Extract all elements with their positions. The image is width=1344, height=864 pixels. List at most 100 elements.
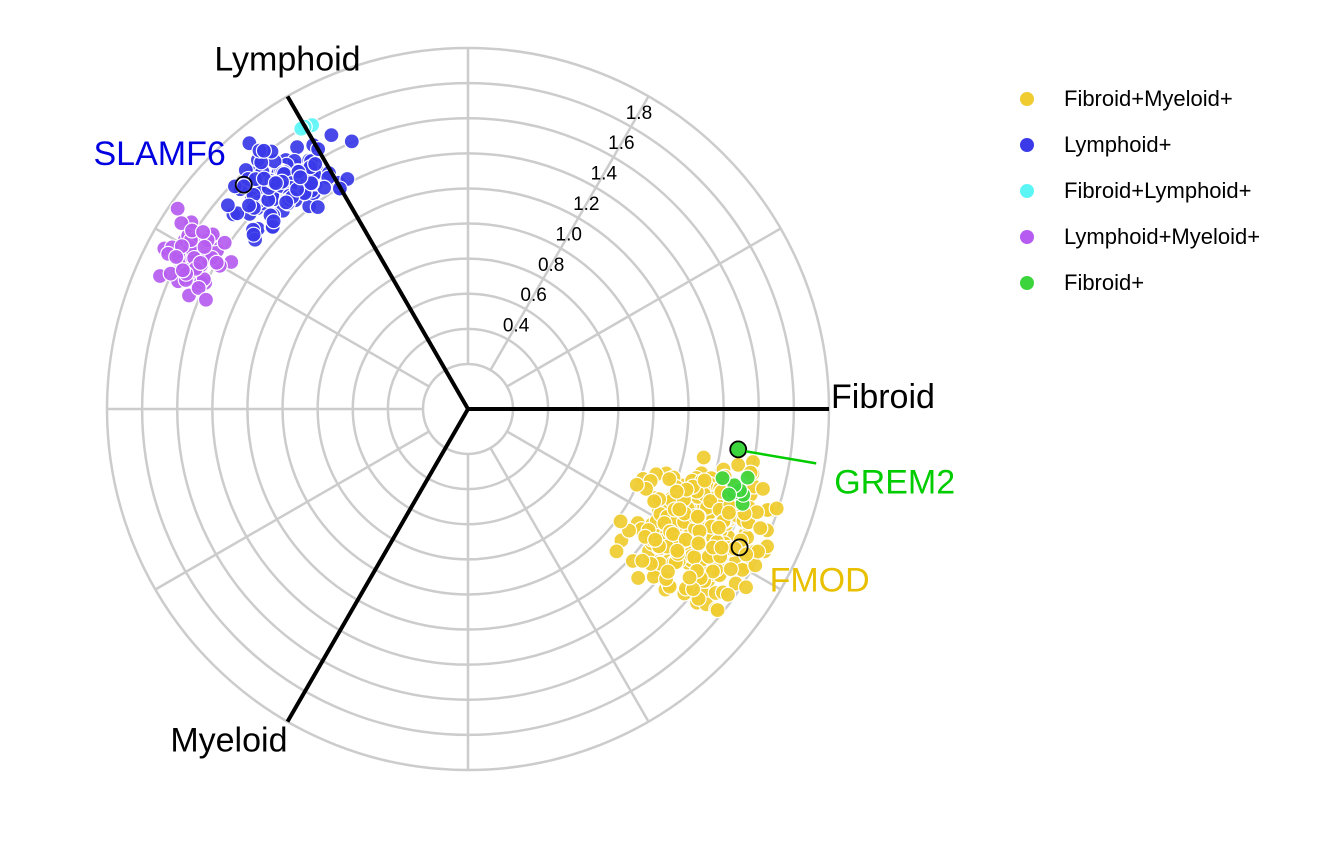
data-point xyxy=(689,508,706,525)
legend-dot xyxy=(1020,230,1034,244)
legend-dot xyxy=(1020,92,1034,106)
data-point xyxy=(168,248,185,266)
highlight-marker xyxy=(729,440,748,459)
highlight-marker xyxy=(234,175,253,194)
data-point xyxy=(661,471,678,488)
grid-spoke xyxy=(506,227,782,388)
data-point xyxy=(309,199,326,216)
data-point xyxy=(704,563,722,580)
tick-label: 1.4 xyxy=(591,164,618,185)
label-leader xyxy=(746,450,817,465)
data-point xyxy=(659,563,677,580)
tick-label: 1.8 xyxy=(626,103,652,124)
data-point xyxy=(216,234,233,251)
tick-label: 1.0 xyxy=(556,224,582,245)
data-point xyxy=(267,175,284,192)
data-point xyxy=(240,197,258,214)
tick-label: 0.4 xyxy=(503,316,530,337)
data-point xyxy=(669,542,686,559)
data-point xyxy=(714,470,731,487)
axis-label: Lymphoid xyxy=(214,40,360,78)
tick-label: 1.2 xyxy=(573,194,599,215)
legend-label: Fibroid+Myeloid+ xyxy=(1064,86,1233,111)
tick-label: 1.6 xyxy=(608,133,634,154)
data-point xyxy=(752,519,769,537)
legend-item: Fibroid+Lymphoid+ xyxy=(1008,168,1260,214)
data-point xyxy=(288,139,306,156)
highlight-marker xyxy=(730,538,749,557)
legend: Fibroid+Myeloid+ Lymphoid+ Fibroid+Lymph… xyxy=(1008,76,1260,306)
axis-line xyxy=(285,408,470,723)
data-point xyxy=(608,543,625,560)
data-point xyxy=(719,586,737,603)
data-point xyxy=(634,552,651,569)
data-point xyxy=(695,449,712,466)
data-point xyxy=(323,126,340,144)
grid-spoke xyxy=(489,95,650,371)
axis-line xyxy=(285,95,470,411)
data-point xyxy=(343,133,360,150)
gene-label: FMOD xyxy=(770,561,870,599)
data-point xyxy=(690,535,707,552)
data-point xyxy=(196,238,213,256)
data-point xyxy=(278,194,295,211)
grid-spoke xyxy=(154,430,430,591)
data-point xyxy=(265,213,282,230)
data-point xyxy=(190,279,207,297)
legend-dot xyxy=(1020,276,1034,290)
data-point xyxy=(668,483,685,500)
legend-item: Lymphoid+ xyxy=(1008,122,1260,168)
tick-label: 0.8 xyxy=(538,255,564,276)
data-point xyxy=(739,469,756,486)
gene-label: GREM2 xyxy=(834,463,955,501)
data-point xyxy=(628,476,645,493)
data-point xyxy=(307,155,324,173)
legend-label: Lymphoid+ xyxy=(1064,132,1172,157)
data-point xyxy=(292,169,309,186)
data-point xyxy=(768,500,785,517)
data-point xyxy=(720,504,738,521)
data-point xyxy=(174,262,191,279)
data-point xyxy=(754,480,772,497)
legend-label: Fibroid+Lymphoid+ xyxy=(1064,178,1252,203)
legend-label: Fibroid+ xyxy=(1064,270,1145,295)
data-point xyxy=(630,569,647,587)
data-point xyxy=(255,142,272,159)
legend-label: Lymphoid+Myeloid+ xyxy=(1064,224,1261,249)
data-point xyxy=(720,486,738,503)
tick-label: 0.6 xyxy=(520,285,546,306)
data-point xyxy=(713,539,730,556)
legend-item: Fibroid+Myeloid+ xyxy=(1008,76,1260,122)
data-point xyxy=(681,569,698,586)
points xyxy=(151,116,785,619)
data-point xyxy=(709,602,726,619)
data-point xyxy=(722,561,739,578)
data-point xyxy=(671,501,688,518)
data-point xyxy=(192,254,209,271)
legend-item: Fibroid+ xyxy=(1008,260,1260,306)
data-point xyxy=(194,223,212,241)
legend-dot xyxy=(1020,138,1034,152)
highlighted-genes: SLAMF6 GREM2 FMOD xyxy=(94,135,956,600)
r-ticks: 0.4 0.6 0.8 1.0 1.2 1.4 1.6 1.8 xyxy=(503,103,652,337)
axis-label: Myeloid xyxy=(170,722,287,760)
axes: Lymphoid Fibroid Myeloid xyxy=(170,40,935,759)
data-point xyxy=(686,549,703,566)
legend-dot xyxy=(1020,184,1034,198)
data-point xyxy=(737,579,755,596)
data-point xyxy=(245,226,262,243)
data-point xyxy=(219,197,236,214)
data-point xyxy=(646,493,663,510)
data-point xyxy=(197,291,215,308)
grid-spoke xyxy=(489,447,650,723)
data-point xyxy=(612,513,629,530)
data-point xyxy=(696,472,713,489)
data-point xyxy=(710,519,727,536)
data-point xyxy=(208,254,225,271)
axis-label: Fibroid xyxy=(831,378,935,416)
gene-label: SLAMF6 xyxy=(94,135,226,173)
data-point xyxy=(647,531,664,548)
data-point xyxy=(169,200,186,217)
legend-item: Lymphoid+Myeloid+ xyxy=(1008,214,1260,260)
